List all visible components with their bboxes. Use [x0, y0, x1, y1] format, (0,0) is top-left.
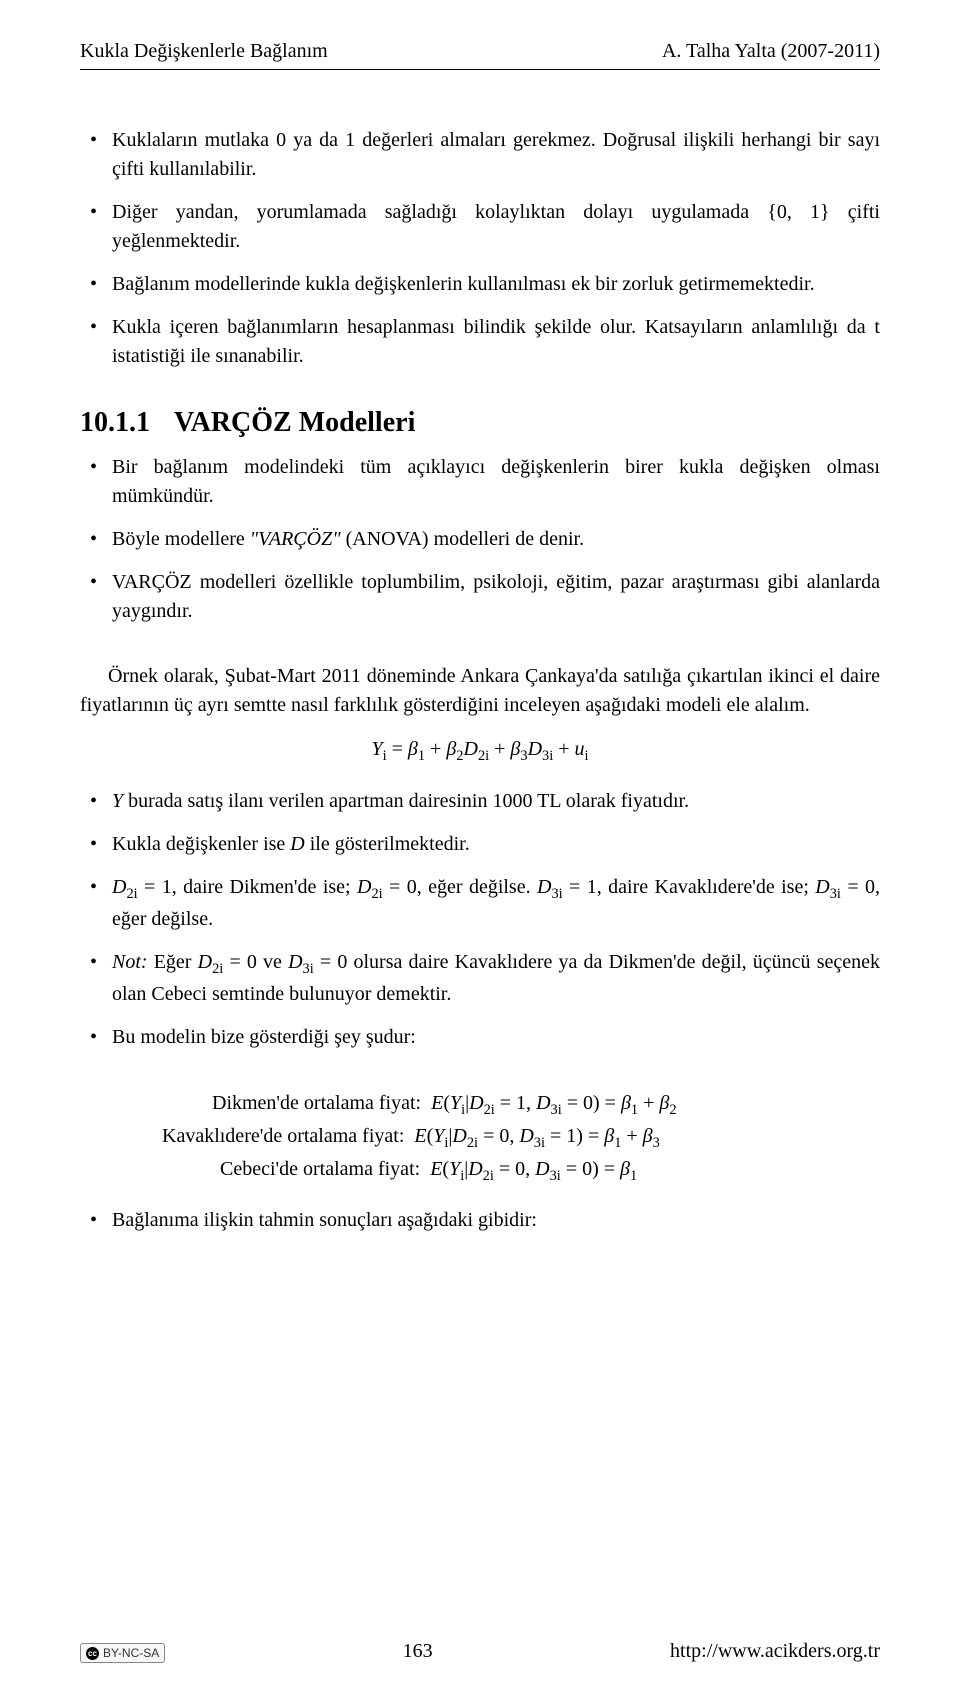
- page-footer: cc BY-NC-SA 163 http://www.acikders.org.…: [80, 1640, 880, 1663]
- list-item-text: Böyle modellere "VARÇÖZ" (ANOVA) modelle…: [112, 528, 584, 550]
- list-item: VARÇÖZ modelleri özellikle toplumbilim, …: [80, 568, 880, 626]
- page-number: 163: [403, 1640, 433, 1663]
- cc-label: BY-NC-SA: [103, 1646, 159, 1660]
- mean-label: Kavaklıdere'de ortalama fiyat:: [162, 1121, 404, 1152]
- list-item: Böyle modellere "VARÇÖZ" (ANOVA) modelle…: [80, 525, 880, 554]
- page-header: Kukla Değişkenlerle Bağlanım A. Talha Ya…: [80, 40, 880, 70]
- bullet-list-varcoz: Bir bağlanım modelindeki tüm açıklayıcı …: [80, 453, 880, 626]
- list-item: Diğer yandan, yorumlamada sağladığı kola…: [80, 198, 880, 256]
- bullet-list-model: Y burada satış ilanı verilen apartman da…: [80, 787, 880, 1052]
- means-block: Dikmen'de ortalama fiyat: E(Yi|D2i = 1, …: [152, 1088, 880, 1188]
- header-right: A. Talha Yalta (2007-2011): [662, 40, 880, 63]
- list-item: Bu modelin bize gösterdiği şey şudur:: [80, 1023, 880, 1052]
- bullet-list-top: Kuklaların mutlaka 0 ya da 1 değerleri a…: [80, 126, 880, 371]
- equation-model: Yi = β1 + β2D2i + β3D3i + ui: [80, 738, 880, 765]
- mean-label: Cebeci'de ortalama fiyat:: [220, 1154, 420, 1185]
- list-item: Bir bağlanım modelindeki tüm açıklayıcı …: [80, 453, 880, 511]
- header-left: Kukla Değişkenlerle Bağlanım: [80, 40, 328, 63]
- list-item: Bağlanım modellerinde kukla değişkenleri…: [80, 270, 880, 299]
- mean-row: Kavaklıdere'de ortalama fiyat: E(Yi|D2i …: [152, 1121, 880, 1154]
- paragraph-example: Örnek olarak, Şubat-Mart 2011 döneminde …: [80, 662, 880, 720]
- cc-license-badge: cc BY-NC-SA: [80, 1643, 165, 1663]
- list-item: Y burada satış ilanı verilen apartman da…: [80, 787, 880, 816]
- section-number: 10.1.1: [80, 407, 150, 438]
- mean-label: Dikmen'de ortalama fiyat:: [212, 1088, 421, 1119]
- section-title: VARÇÖZ Modelleri: [174, 407, 415, 438]
- list-item: Kukla değişkenler ise D ile gösterilmekt…: [80, 830, 880, 859]
- cc-icon: cc: [86, 1647, 99, 1660]
- list-item: Not: Eğer D2i = 0 ve D3i = 0 olursa dair…: [80, 948, 880, 1009]
- list-item: Kuklaların mutlaka 0 ya da 1 değerleri a…: [80, 126, 880, 184]
- mean-row: Dikmen'de ortalama fiyat: E(Yi|D2i = 1, …: [152, 1088, 880, 1121]
- section-heading: 10.1.1 VARÇÖZ Modelleri: [80, 407, 880, 439]
- footer-url: http://www.acikders.org.tr: [670, 1640, 880, 1663]
- mean-row: Cebeci'de ortalama fiyat: E(Yi|D2i = 0, …: [152, 1154, 880, 1187]
- list-item: Kukla içeren bağlanımların hesaplanması …: [80, 313, 880, 371]
- list-item: Bağlanıma ilişkin tahmin sonuçları aşağı…: [80, 1206, 880, 1235]
- bullet-list-bottom: Bağlanıma ilişkin tahmin sonuçları aşağı…: [80, 1206, 880, 1235]
- list-item: D2i = 1, daire Dikmen'de ise; D2i = 0, e…: [80, 873, 880, 934]
